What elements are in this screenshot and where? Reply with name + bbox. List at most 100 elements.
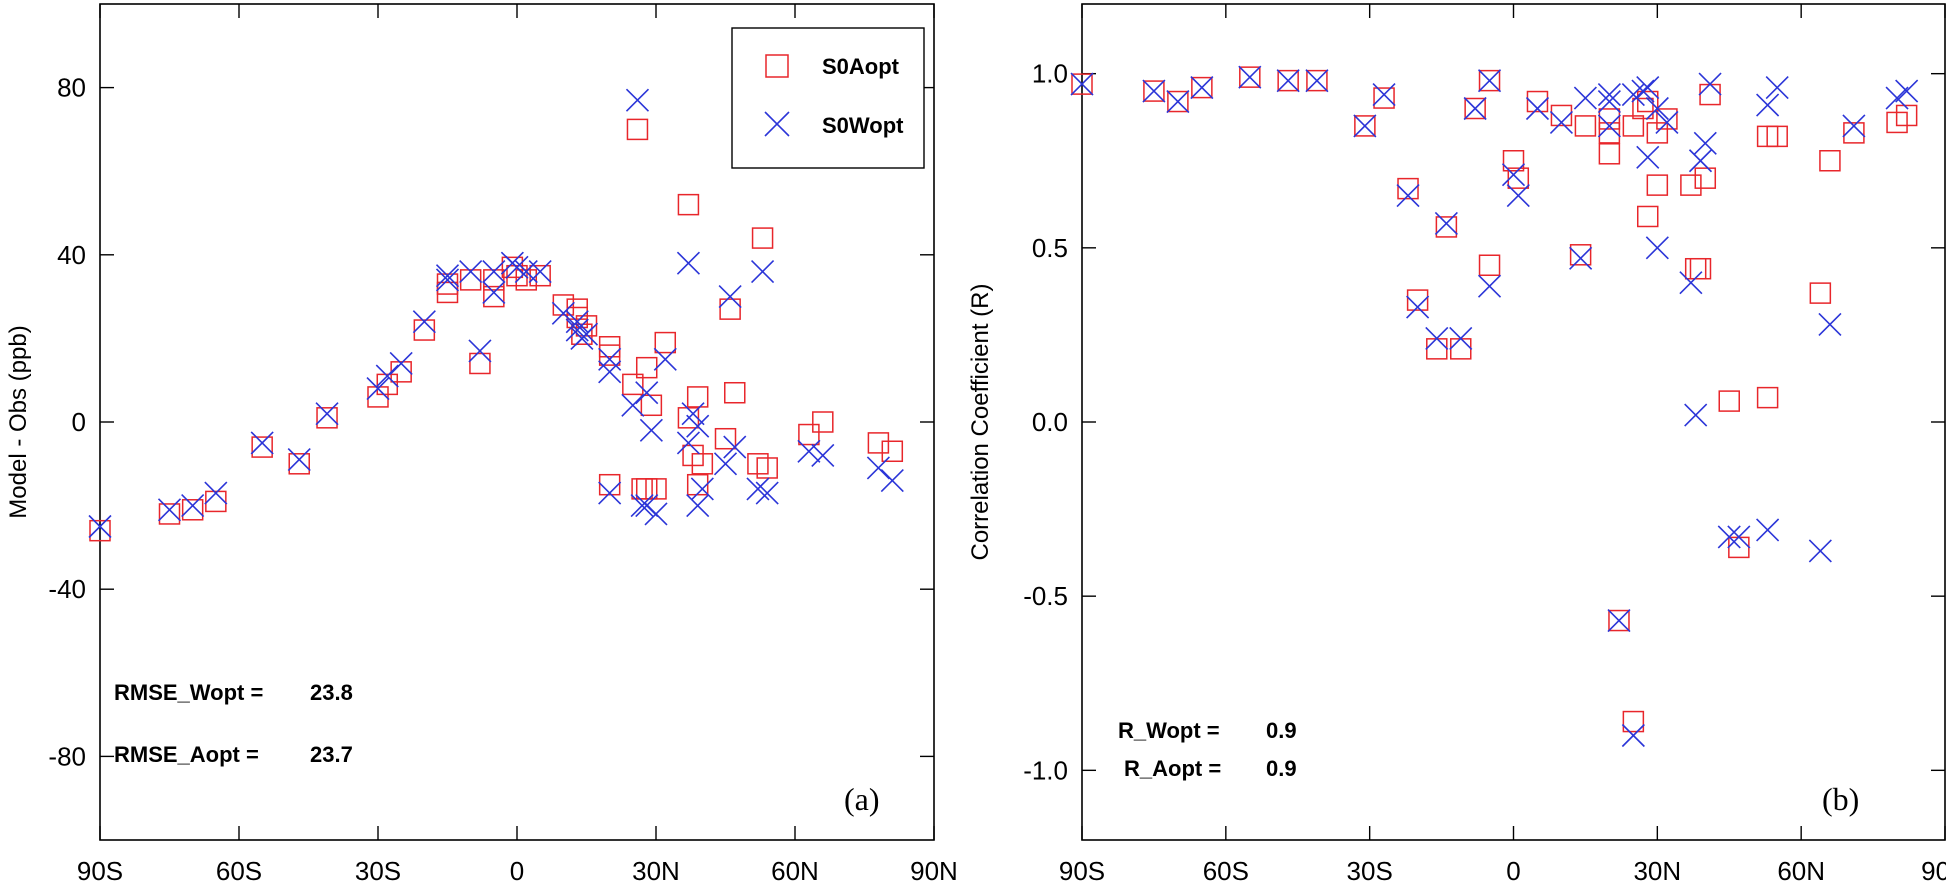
- point-s0aopt: [677, 407, 700, 429]
- panel-b-ticks: 90S 60S 30S 0 30N 60N 90N -1.0 -0.5 0.0 0.5 1.0: [1023, 4, 1946, 886]
- point-s0wopt: [751, 259, 775, 284]
- point-s0wopt: [1765, 76, 1789, 100]
- point-s0wopt: [1166, 89, 1190, 114]
- point-s0wopt: [1190, 76, 1214, 100]
- point-s0aopt: [1354, 115, 1376, 137]
- panel-b-y-tick-label: -0.5: [1023, 581, 1068, 611]
- point-s0wopt: [1684, 403, 1708, 427]
- point-s0aopt: [1809, 282, 1832, 304]
- point-s0wopt: [1477, 274, 1502, 298]
- point-s0aopt: [719, 298, 741, 320]
- point-s0aopt: [1478, 69, 1501, 92]
- point-s0wopt: [574, 322, 599, 346]
- panel-b-x-tick-label: 30S: [1347, 856, 1393, 886]
- point-s0aopt: [390, 361, 412, 383]
- point-s0wopt: [723, 435, 747, 459]
- point-s0aopt: [181, 499, 204, 521]
- panel-b-y-tick-label: 1.0: [1032, 59, 1068, 89]
- panel-a-y-tick-label: 40: [57, 240, 86, 270]
- panel-a-x-tick-label: 60N: [771, 856, 819, 886]
- point-s0wopt: [686, 494, 710, 518]
- point-s0wopt: [1621, 723, 1645, 748]
- point-s0aopt: [1656, 108, 1678, 130]
- point-s0wopt: [565, 310, 589, 334]
- point-s0wopt: [1631, 79, 1655, 103]
- legend-marker-square: [765, 54, 789, 78]
- point-s0wopt: [1607, 608, 1631, 633]
- point-s0aopt: [1397, 177, 1419, 200]
- panel-b-y-axis-label: Correlation Coefficient (R): [967, 284, 994, 561]
- point-s0aopt: [1167, 90, 1189, 113]
- point-s0wopt: [1645, 96, 1669, 121]
- point-s0aopt: [515, 269, 538, 291]
- panel-a-x-tick-label: 60S: [216, 856, 262, 886]
- point-s0aopt: [1406, 289, 1429, 311]
- point-s0wopt: [1645, 236, 1669, 260]
- point-s0aopt: [1478, 254, 1501, 276]
- point-s0wopt: [157, 498, 182, 522]
- point-s0aopt: [1689, 257, 1712, 280]
- point-s0wopt: [1756, 518, 1780, 542]
- point-s0wopt: [1573, 86, 1597, 110]
- point-s0aopt: [459, 269, 482, 291]
- point-s0wopt: [250, 431, 274, 455]
- point-s0wopt: [389, 351, 413, 376]
- point-s0aopt: [1450, 338, 1472, 360]
- point-s0aopt: [598, 344, 621, 366]
- point-s0wopt: [1425, 326, 1449, 350]
- point-s0wopt: [1434, 211, 1458, 236]
- point-s0wopt: [635, 381, 659, 405]
- rmse-aopt-value: 23.7: [310, 742, 353, 767]
- point-s0wopt: [686, 414, 710, 438]
- point-s0aopt: [812, 411, 834, 433]
- legend-marker-x: [764, 111, 790, 137]
- legend-box: [731, 27, 925, 169]
- point-s0wopt: [482, 280, 506, 304]
- point-s0wopt: [713, 452, 738, 476]
- point-s0aopt: [1526, 90, 1549, 113]
- panel-b-x-tick-label: 0: [1506, 856, 1520, 886]
- point-s0aopt: [1622, 710, 1645, 733]
- point-s0wopt: [1353, 114, 1377, 138]
- panel-b-scatter: 90S 60S 30S 0 30N 60N 90N -1.0 -0.5 0.0 0.5 1.0 Cor…: [967, 3, 1946, 886]
- point-s0aopt: [1550, 104, 1573, 127]
- panel-b-x-tick-label: 90N: [1921, 856, 1946, 886]
- point-s0wopt: [1406, 295, 1430, 319]
- point-s0wopt: [1501, 163, 1526, 187]
- point-s0wopt: [718, 285, 742, 309]
- panel-b-x-tick-label: 60N: [1777, 856, 1825, 886]
- point-s0wopt: [287, 448, 311, 472]
- point-s0wopt: [1449, 326, 1473, 350]
- point-s0aopt: [1684, 257, 1707, 280]
- panel-b-y-tick-label: 0.0: [1032, 407, 1068, 437]
- point-s0aopt: [251, 436, 273, 458]
- point-s0aopt: [686, 473, 709, 496]
- point-s0wopt: [1698, 72, 1722, 96]
- point-s0aopt: [1435, 216, 1458, 238]
- point-s0aopt: [751, 227, 774, 249]
- rmse-wopt-value: 23.8: [310, 680, 353, 705]
- point-s0aopt: [436, 273, 459, 295]
- point-s0aopt: [1646, 174, 1669, 196]
- point-s0wopt: [755, 481, 779, 505]
- point-s0aopt: [654, 331, 677, 354]
- point-s0wopt: [551, 301, 575, 325]
- point-s0wopt: [1396, 184, 1420, 208]
- point-s0aopt: [483, 285, 505, 308]
- point-s0wopt: [435, 264, 460, 288]
- point-s0aopt: [1239, 66, 1261, 88]
- panel-b-y-tick-label: -1.0: [1023, 755, 1068, 785]
- r-wopt-label: R_Wopt =: [1118, 718, 1220, 743]
- point-s0aopt: [1306, 69, 1328, 92]
- point-s0aopt: [691, 453, 714, 475]
- point-s0aopt: [1598, 143, 1621, 165]
- point-s0aopt: [1569, 244, 1592, 266]
- point-s0wopt: [366, 376, 390, 401]
- point-s0wopt: [1895, 79, 1919, 103]
- point-s0wopt: [1549, 110, 1574, 134]
- point-s0wopt: [1808, 539, 1832, 563]
- point-s0aopt: [205, 490, 227, 513]
- point-s0aopt: [1718, 390, 1740, 412]
- point-s0wopt: [621, 393, 645, 417]
- r-wopt-value: 0.9: [1266, 718, 1297, 743]
